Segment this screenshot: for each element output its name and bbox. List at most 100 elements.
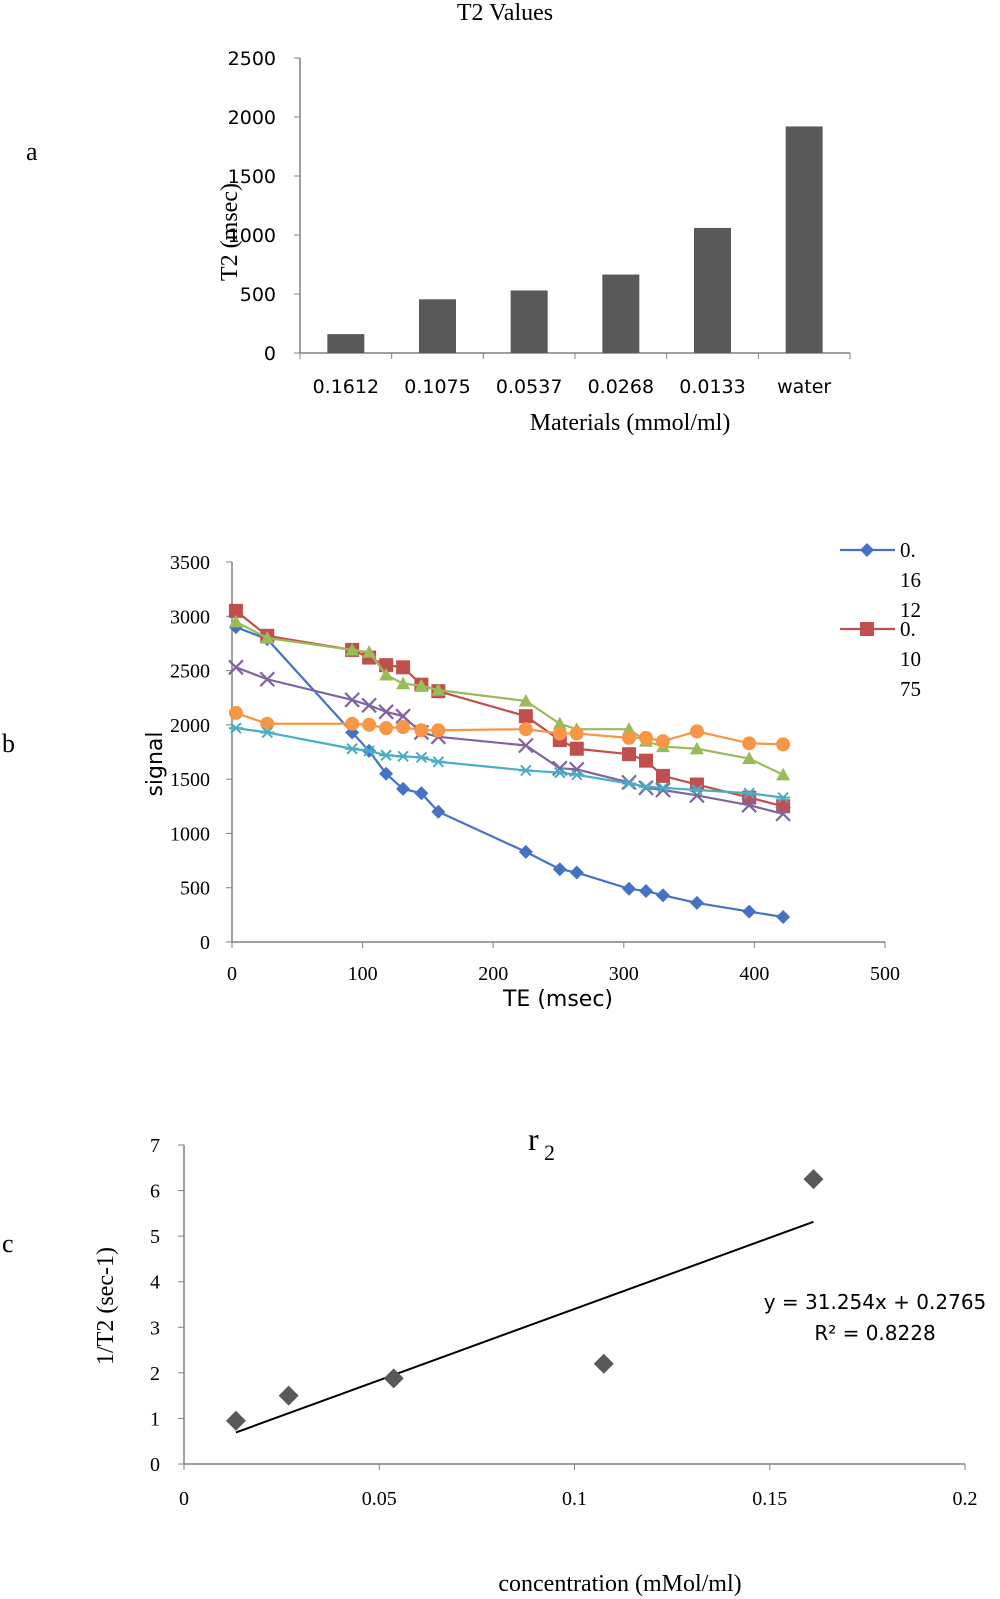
x-tick-label-a: water [777,376,831,398]
data-point [569,769,584,781]
data-point [396,781,411,796]
data-point [518,709,533,724]
y-tick-label-a: 1500 [228,166,276,188]
chart-b-xlabel: TE (msec) [502,987,613,1012]
y-tick-label-b: 500 [180,878,210,900]
y-tick-label-b: 3500 [170,552,210,574]
y-tick-label-a: 500 [240,284,276,306]
data-point [259,671,276,688]
data-point [639,753,654,768]
data-point [655,768,670,783]
data-point [742,787,757,799]
data-point [228,705,243,720]
series-line-2 [235,609,784,808]
y-tick-label-b: 1000 [170,823,210,845]
x-tick-label-a: 0.1075 [404,376,470,398]
chart-b-ylabel: signal [143,731,168,796]
bar-water [785,126,823,353]
bar-0.0268 [602,274,640,353]
trendline-equation: y = 31.254x + 0.2765 [764,1290,987,1314]
legend-marker [860,543,874,557]
data-point [414,723,429,738]
data-point [552,766,567,779]
data-point [655,782,670,794]
chart-a-title: T2 Values [457,0,553,26]
data-point [260,716,275,731]
y-tick-label-a: 2000 [228,107,276,129]
bar-0.0537 [510,290,548,353]
y-tick-label-c: 4 [150,1272,160,1294]
series-2 [228,603,791,814]
data-point [622,722,637,735]
bar-0.0133 [694,227,731,353]
x-tick-label-c: 0.15 [752,1488,787,1510]
y-tick-label-a: 2500 [228,48,276,70]
x-tick-label-a: 0.0537 [496,376,562,398]
data-point [395,708,411,724]
data-point [552,716,567,730]
data-point [689,784,704,796]
y-tick-label-c: 7 [150,1135,160,1157]
y-tick-label-b: 2500 [170,661,210,683]
data-point [655,782,671,798]
x-tick-label-c: 0.2 [953,1488,978,1510]
data-point [383,1368,404,1389]
data-point [396,660,411,675]
data-point [776,791,791,804]
y-tick-label-c: 3 [150,1317,160,1339]
y-tick-label-a: 1000 [228,225,276,247]
data-point [552,726,567,741]
data-point [655,734,670,749]
y-tick-label-b: 1500 [170,769,210,791]
y-tick-label-b: 3000 [170,606,210,628]
x-tick-label-c: 0 [179,1488,189,1510]
legend-text: 0. [900,617,916,641]
x-tick-label-b: 400 [739,963,769,985]
data-point [414,678,429,692]
x-tick-label-a: 0.0268 [588,376,654,398]
data-point [639,781,654,793]
data-point [689,895,704,910]
data-point [379,667,394,681]
data-point [379,766,394,781]
chart-c-title-subscript: 2 [544,1140,555,1165]
data-point [431,756,446,768]
trendline [235,1220,814,1434]
data-point [344,692,360,708]
y-tick-label-c: 2 [150,1363,160,1385]
data-point [689,741,704,755]
chart-c-xlabel: concentration (mMol/ml) [498,1571,741,1597]
data-point [362,645,377,658]
legend-text: 10 [900,647,921,671]
x-tick-label-b: 100 [348,963,378,985]
data-point [552,862,567,877]
x-tick-label-b: 300 [609,963,639,985]
data-point [431,804,446,819]
data-point [518,737,534,754]
data-point [518,693,533,707]
x-tick-label-a: 0.0133 [679,376,745,398]
y-tick-label-b: 0 [200,932,210,954]
series-5 [228,705,791,752]
data-point [414,751,429,764]
x-tick-label-b: 200 [478,963,508,985]
data-point [396,750,411,763]
data-point [225,1410,246,1431]
chart-b: b 0 500 1000 1500 2000 2500 3000 3500 0 100 200 300 4… [2,538,921,1012]
series-line-1 [235,626,784,919]
x-tick-label-c: 0.1 [562,1488,587,1510]
data-point [228,722,243,734]
data-point [396,676,411,690]
series-1 [228,620,791,925]
data-point [569,726,584,741]
data-point [776,737,791,752]
data-point [593,1353,614,1374]
data-point [361,697,377,714]
data-point [742,904,757,919]
data-point [362,745,377,757]
data-point [228,659,244,676]
data-point [742,751,757,765]
